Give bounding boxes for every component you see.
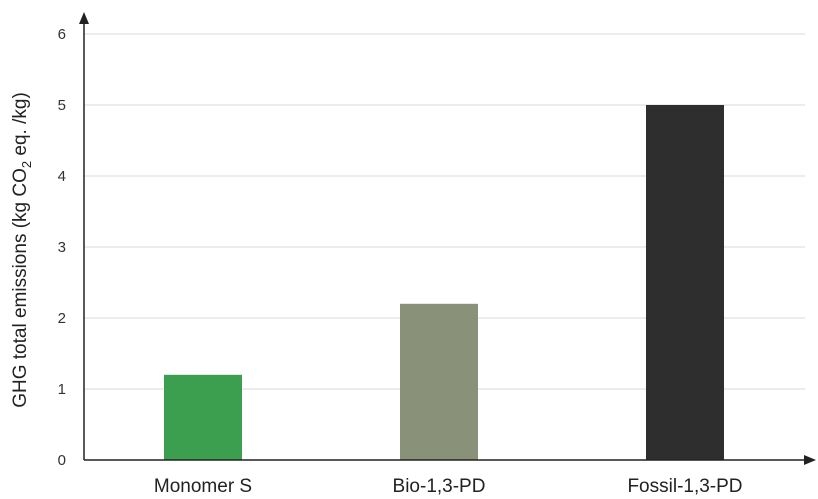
y-tick-labels: 0 1 2 3 4 5 6 [58, 26, 66, 469]
bars [164, 105, 724, 460]
bar-bio-1-3-pd [400, 303, 478, 460]
bar-fossil-1-3-pd [646, 105, 724, 460]
y-axis-arrow [79, 12, 89, 24]
y-axis-label-suffix: eq. /kg) [10, 92, 31, 161]
axes [79, 12, 816, 465]
y-tick-label: 2 [58, 310, 66, 327]
x-category-label: Monomer S [154, 476, 252, 497]
x-category-labels: Monomer S Bio-1,3-PD Fossil-1,3-PD [154, 476, 743, 497]
x-category-label: Fossil-1,3-PD [627, 476, 742, 497]
y-tick-label: 0 [58, 452, 66, 469]
y-tick-label: 1 [58, 381, 66, 398]
x-axis-arrow [804, 455, 816, 465]
x-category-label: Bio-1,3-PD [393, 476, 486, 497]
y-tick-label: 4 [58, 168, 66, 185]
y-tick-label: 3 [58, 239, 66, 256]
y-axis-label: GHG total emissions (kg CO2 eq. /kg) [10, 92, 34, 408]
y-tick-label: 6 [58, 26, 66, 43]
y-axis-label-prefix: GHG total emissions (kg CO [10, 168, 31, 408]
y-axis-label-subscript: 2 [19, 161, 34, 168]
bar-monomer-s [164, 374, 242, 460]
y-tick-label: 5 [58, 97, 66, 114]
